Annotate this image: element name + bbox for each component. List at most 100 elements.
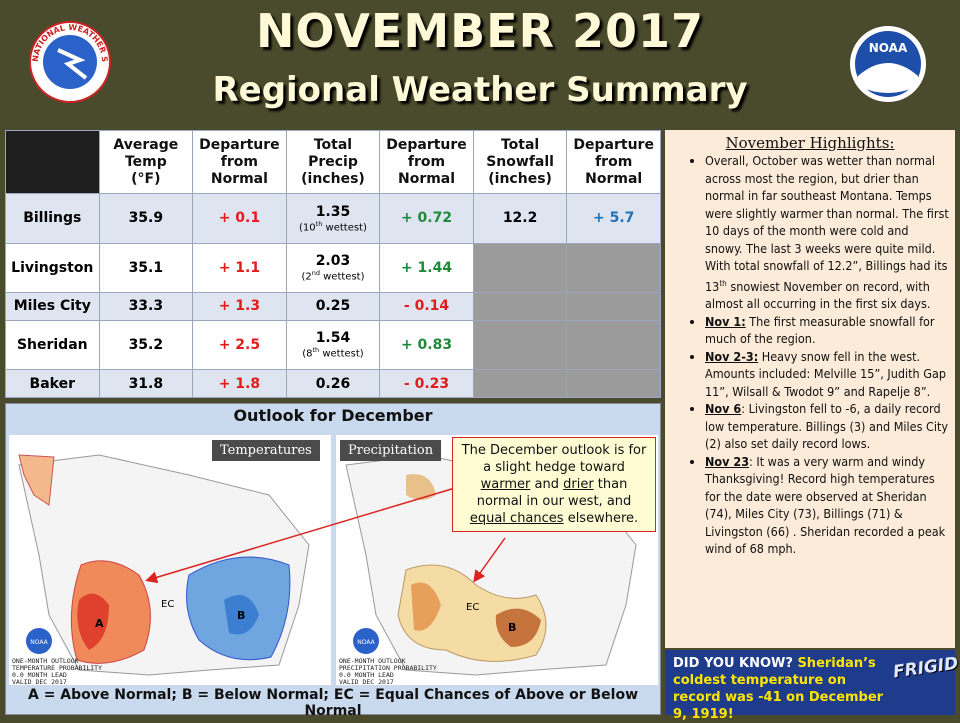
- text-run: Nov 23: [705, 453, 750, 469]
- table-cell: 31.8: [98, 369, 194, 398]
- text-run: wettest): [319, 348, 364, 360]
- text-run: equal chances: [469, 511, 564, 526]
- table-cell: 1.54 (8th wettest): [285, 319, 381, 371]
- empty-cell: [566, 242, 661, 293]
- nws-logo: NATIONAL WEATHER SERVICE: [28, 20, 111, 103]
- table-cell: 12.2: [472, 193, 568, 244]
- text-run: (8: [302, 348, 313, 360]
- table-cell: 33.3: [98, 292, 194, 321]
- empty-cell: [566, 319, 661, 371]
- table-cell: 35.2: [98, 319, 194, 371]
- text-run: Heavy snow fell in the west. Amounts inc…: [705, 348, 946, 399]
- map-logo: NOAA: [30, 639, 48, 646]
- table-cell: 0.25: [285, 292, 381, 321]
- text-run: DID YOU KNOW?: [673, 656, 793, 671]
- text-run: than normal in our west, and: [476, 477, 632, 509]
- text-run: nd: [311, 269, 320, 278]
- table-cell: 35.1: [98, 242, 194, 293]
- column-header: Departure from Normal: [192, 130, 287, 194]
- text-run: elsewhere.: [563, 511, 639, 526]
- empty-cell: [472, 319, 568, 371]
- table-cell: + 1.1: [192, 242, 287, 293]
- text-run: (2: [301, 271, 312, 283]
- table-cell: 0.26: [285, 369, 381, 398]
- table-cell: + 1.8: [192, 369, 287, 398]
- text-run: wettest): [319, 271, 365, 283]
- text-run: : Livingston fell to -6, a daily record …: [705, 401, 949, 452]
- table-cell: + 0.72: [379, 193, 474, 244]
- highlight-item: Overall, October was wetter than normal …: [705, 152, 949, 313]
- table-cell: - 0.23: [379, 369, 474, 398]
- data-table: Average Temp (°F) Departure from Normal To…: [5, 130, 661, 398]
- table-row: Billings 35.9 + 0.1 1.35 (10th wettest) + 0.7…: [5, 193, 661, 244]
- cell-note: (10th wettest): [287, 220, 380, 233]
- text-run: and: [530, 477, 564, 492]
- map-logo: NOAA: [357, 639, 375, 646]
- highlight-item: Nov 1: The first measurable snowfall for…: [705, 313, 949, 348]
- header-row: Average Temp (°F) Departure from Normal To…: [5, 130, 661, 194]
- row-header: Billings: [5, 193, 100, 244]
- highlights-panel: November Highlights: Overall, October wa…: [665, 130, 955, 648]
- empty-cell: [472, 369, 568, 398]
- table-row: Sheridan 35.2 + 2.5 1.54 (8th wettest) + 0.83: [5, 319, 661, 371]
- text-run: Nov 6: [705, 401, 742, 417]
- cell-value: 2.03: [315, 253, 351, 270]
- table-cell: + 1.3: [192, 292, 287, 321]
- text-run: th: [312, 346, 320, 355]
- tab-label: Temperatures: [212, 440, 320, 461]
- row-header: Baker: [5, 369, 100, 398]
- column-header: Departure from Normal: [566, 130, 661, 194]
- text-run: drier: [563, 477, 594, 492]
- noaa-logo: NOAA: [850, 26, 926, 102]
- title: NOVEMBER 2017: [255, 4, 705, 58]
- map-label: B: [508, 621, 516, 634]
- cell-note: (8th wettest): [287, 346, 380, 359]
- text-run: th: [719, 277, 727, 288]
- row-header: Sheridan: [5, 319, 100, 371]
- text-run: Nov 1:: [705, 313, 746, 329]
- map-legend: A = Above Normal; B = Below Normal; EC =…: [27, 687, 639, 719]
- text-run: snowiest November on record, with almost…: [705, 278, 931, 312]
- map-caption: ONE-MONTH OUTLOOK PRECIPITATION PROBABIL…: [339, 657, 437, 686]
- temperature-map: A B EC NOAA: [9, 435, 331, 685]
- highlight-item: Nov 2-3: Heavy snow fell in the west. Am…: [705, 348, 949, 401]
- row-header: Livingston: [5, 242, 100, 293]
- highlights-list: Overall, October was wetter than normal …: [665, 152, 949, 558]
- cell-note: (2nd wettest): [287, 269, 380, 282]
- tab-label: Precipitation: [340, 440, 442, 461]
- column-header: Average Temp (°F): [98, 130, 194, 194]
- text-run: The first measurable snowfall for much o…: [705, 313, 935, 347]
- table-cell: + 0.1: [192, 193, 287, 244]
- column-header: Departure from Normal: [379, 130, 474, 194]
- column-header: Total Snowfall (inches): [472, 130, 568, 194]
- empty-cell: [566, 369, 661, 398]
- highlights-title: November Highlights:: [725, 134, 895, 152]
- table-cell: - 0.14: [379, 292, 474, 321]
- text-run: wettest): [322, 221, 367, 233]
- empty-cell: [472, 242, 568, 293]
- table-row: Miles City 33.3 + 1.3 0.25- 0.14: [5, 292, 661, 321]
- column-header: Total Precip (inches): [285, 130, 381, 194]
- table-cell: + 1.44: [379, 242, 474, 293]
- outlook-title: Outlook for December: [233, 406, 433, 425]
- empty-cell: [566, 292, 661, 321]
- map-caption: ONE-MONTH OUTLOOK TEMPERATURE PROBABILIT…: [12, 657, 103, 686]
- table-cell: + 5.7: [566, 193, 661, 244]
- text-run: (10: [299, 221, 316, 233]
- text-run: Overall, October was wetter than normal …: [705, 153, 949, 294]
- callout: The December outlook is for a slight hed…: [452, 437, 656, 532]
- text-run: warmer: [480, 477, 531, 492]
- row-header: Miles City: [5, 292, 100, 321]
- map-label: EC: [161, 599, 174, 610]
- map-label: A: [95, 617, 104, 630]
- did-you-know: DID YOU KNOW? Sheridan’s coldest tempera…: [665, 650, 959, 722]
- table-cell: 1.35 (10th wettest): [285, 193, 381, 244]
- table-cell: + 2.5: [192, 319, 287, 371]
- cell-value: 1.54: [315, 330, 351, 347]
- text-run: th: [315, 219, 323, 228]
- highlight-item: Nov 6: Livingston fell to -6, a daily re…: [705, 400, 949, 453]
- badge: FRIGID: [891, 653, 960, 683]
- did-you-know-text: DID YOU KNOW? Sheridan’s coldest tempera…: [673, 655, 888, 723]
- table-row: Baker 31.8 + 1.8 0.26- 0.23: [5, 369, 661, 398]
